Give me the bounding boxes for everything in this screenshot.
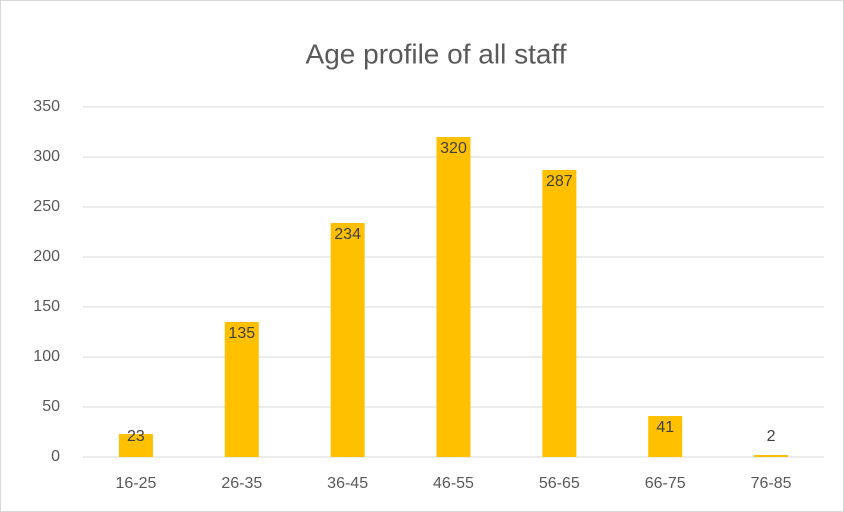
- bar: [754, 455, 789, 457]
- bar: [118, 434, 153, 457]
- value-label: 320: [440, 140, 467, 157]
- value-label: 41: [656, 419, 674, 436]
- bar: [436, 137, 471, 457]
- x-tick-label: 46-55: [433, 475, 474, 492]
- x-tick-label: 66-75: [645, 475, 686, 492]
- x-tick-label: 76-85: [751, 475, 792, 492]
- x-tick-label: 56-65: [539, 475, 580, 492]
- bar: [648, 416, 683, 457]
- bar: [330, 223, 365, 457]
- y-tick-label: 200: [33, 248, 60, 265]
- y-tick-label: 250: [33, 198, 60, 215]
- value-label: 23: [127, 428, 145, 445]
- value-label: 287: [546, 173, 573, 190]
- y-tick-label: 0: [51, 448, 60, 465]
- bar: [542, 170, 577, 457]
- y-tick-label: 150: [33, 298, 60, 315]
- y-tick-label: 100: [33, 348, 60, 365]
- x-tick-label: 16-25: [115, 475, 156, 492]
- value-label: 234: [334, 226, 361, 243]
- x-tick-label: 26-35: [221, 475, 262, 492]
- x-tick-label: 36-45: [327, 475, 368, 492]
- value-label: 2: [767, 428, 776, 445]
- bar: [224, 322, 259, 457]
- value-label: 135: [228, 325, 255, 342]
- chart-title: Age profile of all staff: [306, 38, 567, 69]
- y-tick-label: 50: [42, 398, 60, 415]
- y-tick-label: 300: [33, 148, 60, 165]
- y-tick-label: 350: [33, 98, 60, 115]
